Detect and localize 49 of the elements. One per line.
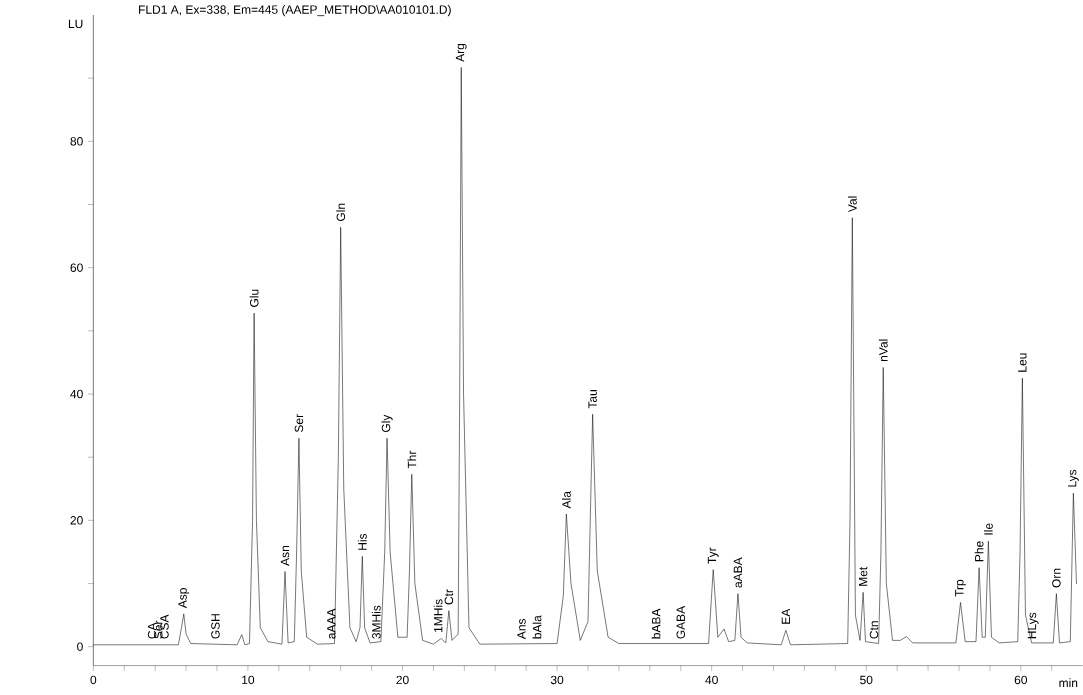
annotation: Val: [847, 196, 857, 213]
annotation: Ala: [561, 491, 571, 509]
annotation: Tau: [588, 390, 597, 409]
y-tick-label: 20: [70, 516, 83, 525]
y-tick-label: 60: [70, 263, 83, 272]
x-tick-label: 0: [90, 675, 97, 685]
annotation: Met: [858, 566, 868, 586]
x-tick-label: 30: [550, 675, 564, 685]
x-tick-label: 50: [860, 675, 873, 685]
annotation: Ser: [294, 414, 304, 433]
annotation: Ctr: [444, 589, 454, 605]
annotation: Thr: [407, 450, 417, 469]
annotation: EA: [781, 608, 790, 624]
annotation: HLys: [1027, 612, 1039, 639]
annotation: 1MHis: [433, 599, 443, 632]
annotation: His: [357, 533, 367, 550]
annotation: bAla: [532, 615, 542, 639]
x-tick-label: 60: [1014, 675, 1028, 685]
annotation: Ans: [517, 618, 526, 640]
annotation: Asn: [280, 546, 290, 566]
x-tick-label: 40: [705, 675, 718, 685]
annotation: Glu: [249, 289, 259, 307]
annotation: Leu: [1018, 353, 1027, 372]
annotation: Asp: [178, 588, 190, 609]
annotation: aAAA: [327, 608, 336, 639]
annotation: Arg: [455, 43, 467, 62]
annotation: Orn: [1052, 568, 1061, 588]
y-tick-label: 40: [70, 389, 83, 399]
x-tick-label: 10: [242, 675, 255, 685]
annotation: GABA: [676, 605, 685, 639]
x-axis-title: min: [1059, 678, 1078, 688]
annotation: nVal: [878, 339, 888, 362]
y-tick-label: 80: [70, 137, 83, 146]
y-tick-label: 0: [77, 642, 83, 651]
annotation: aABA: [733, 557, 743, 588]
annotation: Gly: [381, 414, 393, 433]
annotation: Ile: [983, 523, 993, 535]
annotation: Gln: [336, 203, 346, 222]
annotation: Trp: [955, 579, 966, 597]
annotation: Phe: [974, 541, 984, 562]
chart-title: FLD1 A, Ex=338, Em=445 (AAEP_METHOD\AA010101.D): [139, 5, 451, 17]
annotation: GSH: [211, 614, 220, 639]
annotation: Tyr: [707, 547, 719, 564]
x-tick-label: 20: [396, 675, 409, 685]
annotation: bABA: [651, 608, 661, 639]
annotation: 3MHis: [371, 605, 381, 639]
y-axis-title: LU: [68, 19, 83, 29]
annotation: Ctn: [869, 621, 879, 639]
annotation: Lys: [1068, 469, 1079, 487]
